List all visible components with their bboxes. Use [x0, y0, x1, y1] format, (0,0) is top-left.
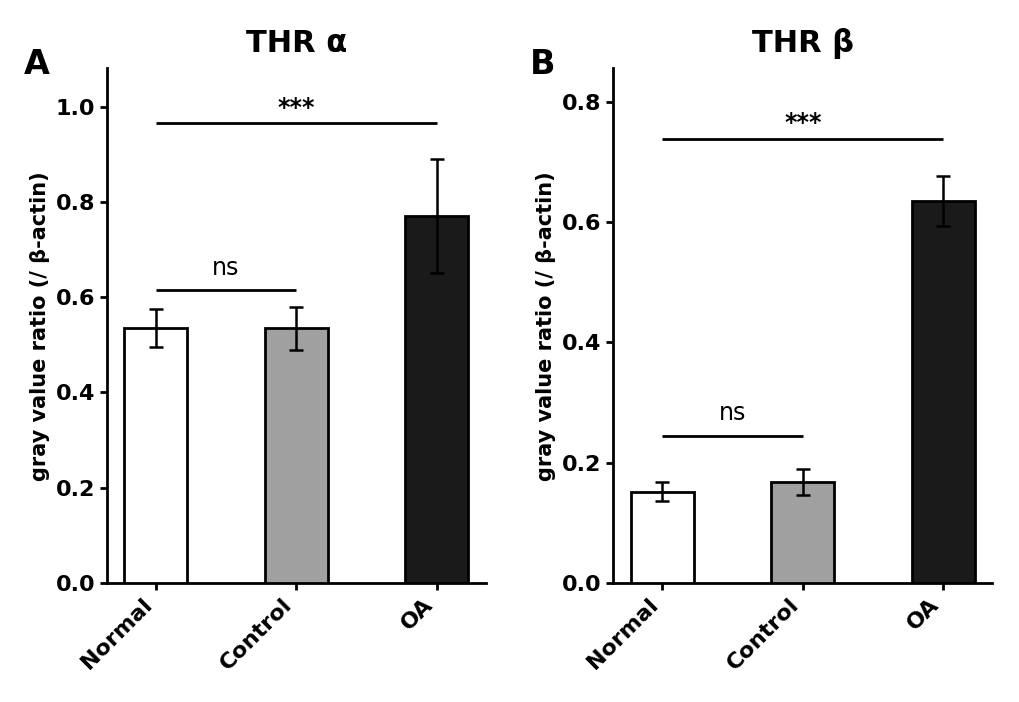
Y-axis label: gray value ratio (/ β-actin): gray value ratio (/ β-actin)	[30, 171, 50, 481]
Text: ns: ns	[718, 401, 746, 425]
Bar	[124, 328, 187, 583]
Text: B: B	[530, 48, 555, 81]
Bar	[405, 216, 468, 583]
Bar	[911, 201, 974, 583]
Text: ***: ***	[784, 111, 820, 135]
Bar	[264, 328, 327, 583]
Text: ns: ns	[212, 256, 239, 281]
Title: THR α: THR α	[246, 29, 346, 58]
Y-axis label: gray value ratio (/ β-actin): gray value ratio (/ β-actin)	[536, 171, 555, 481]
Text: ***: ***	[277, 96, 315, 120]
Text: A: A	[23, 48, 49, 81]
Bar	[770, 482, 834, 583]
Title: THR β: THR β	[751, 28, 853, 59]
Bar	[630, 491, 693, 583]
